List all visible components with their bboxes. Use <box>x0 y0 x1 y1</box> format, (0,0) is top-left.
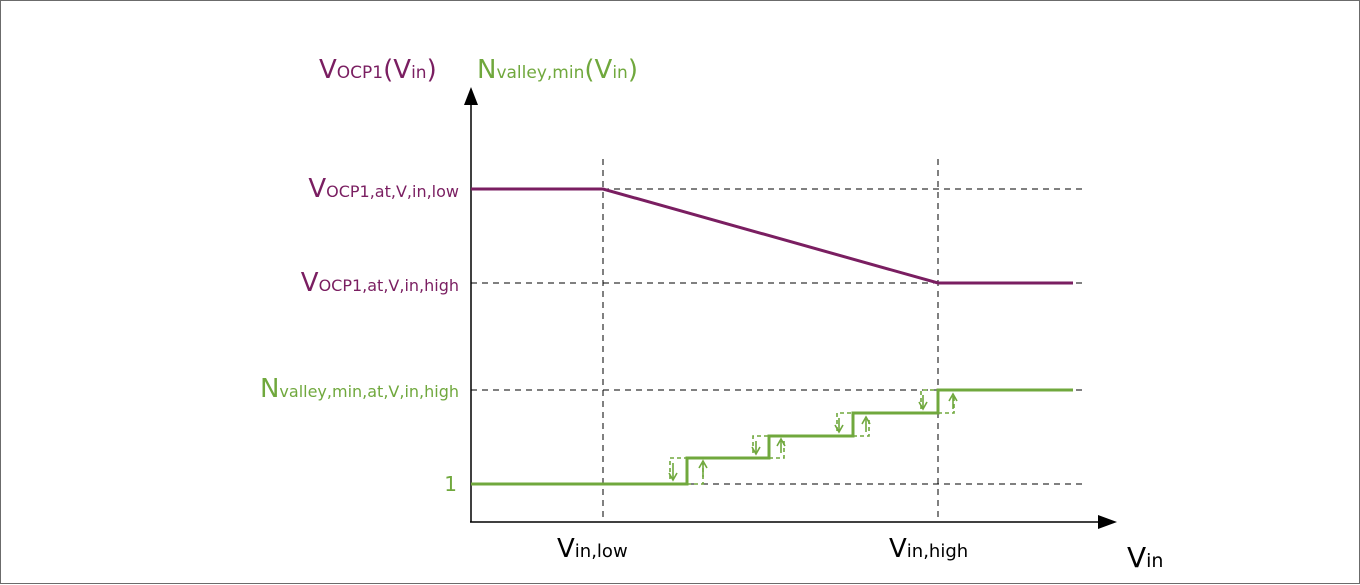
hysteresis-markers <box>668 389 958 485</box>
y-axis-arrowhead <box>464 87 478 105</box>
label-vin-high: Vin,high <box>889 534 968 564</box>
label-nvalley-high: Nvalley,min,at,V,in,high <box>260 374 459 404</box>
label-vocp-high: VOCP1,at,V,in,high <box>301 268 459 298</box>
label-vin-low: Vin,low <box>557 534 628 564</box>
label-x-axis: Vin <box>1127 541 1163 574</box>
label-one: 1 <box>444 472 457 496</box>
vocp-curve <box>471 187 1073 285</box>
nvalley-staircase <box>471 388 1073 486</box>
label-vocp-low: VOCP1,at,V,in,low <box>308 174 459 204</box>
y-title-nvalley: Nvalley,min(Vin) <box>477 55 638 85</box>
x-axis-arrowhead <box>1098 515 1117 529</box>
y-title-vocp: VOCP1(Vin) <box>319 55 437 85</box>
